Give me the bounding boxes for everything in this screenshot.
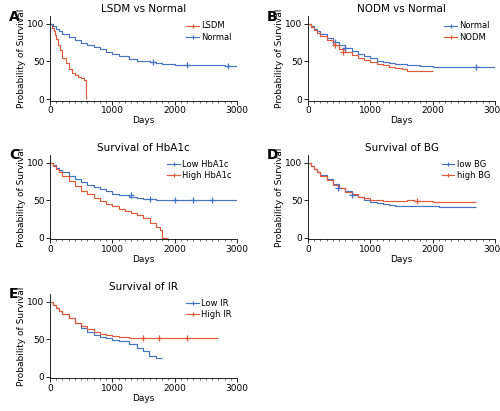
X-axis label: Days: Days	[132, 255, 154, 264]
Y-axis label: Probability of Survival: Probability of Survival	[275, 148, 284, 247]
Legend: Low HbA1c, High HbA1c: Low HbA1c, High HbA1c	[166, 159, 233, 181]
Legend: LSDM, Normal: LSDM, Normal	[186, 21, 233, 42]
Title: Survival of BG: Survival of BG	[364, 143, 438, 153]
X-axis label: Days: Days	[132, 394, 154, 403]
Title: Survival of IR: Survival of IR	[109, 282, 178, 292]
Text: A: A	[9, 10, 20, 24]
Legend: Normal, NODM: Normal, NODM	[444, 21, 491, 42]
Y-axis label: Probability of Survival: Probability of Survival	[17, 286, 26, 386]
Legend: low BG, high BG: low BG, high BG	[441, 159, 491, 181]
X-axis label: Days: Days	[132, 116, 154, 125]
Title: LSDM vs Normal: LSDM vs Normal	[101, 4, 186, 14]
Text: D: D	[267, 148, 278, 162]
Legend: Low IR, High IR: Low IR, High IR	[186, 298, 233, 320]
X-axis label: Days: Days	[390, 116, 412, 125]
Title: Survival of HbA1c: Survival of HbA1c	[97, 143, 190, 153]
Text: C: C	[9, 148, 19, 162]
Y-axis label: Probability of Survival: Probability of Survival	[17, 148, 26, 247]
Text: E: E	[9, 287, 18, 301]
Y-axis label: Probability of Survival: Probability of Survival	[275, 9, 284, 108]
Y-axis label: Probability of Survival: Probability of Survival	[17, 9, 26, 108]
Text: B: B	[267, 10, 278, 24]
Title: NODM vs Normal: NODM vs Normal	[357, 4, 446, 14]
X-axis label: Days: Days	[390, 255, 412, 264]
